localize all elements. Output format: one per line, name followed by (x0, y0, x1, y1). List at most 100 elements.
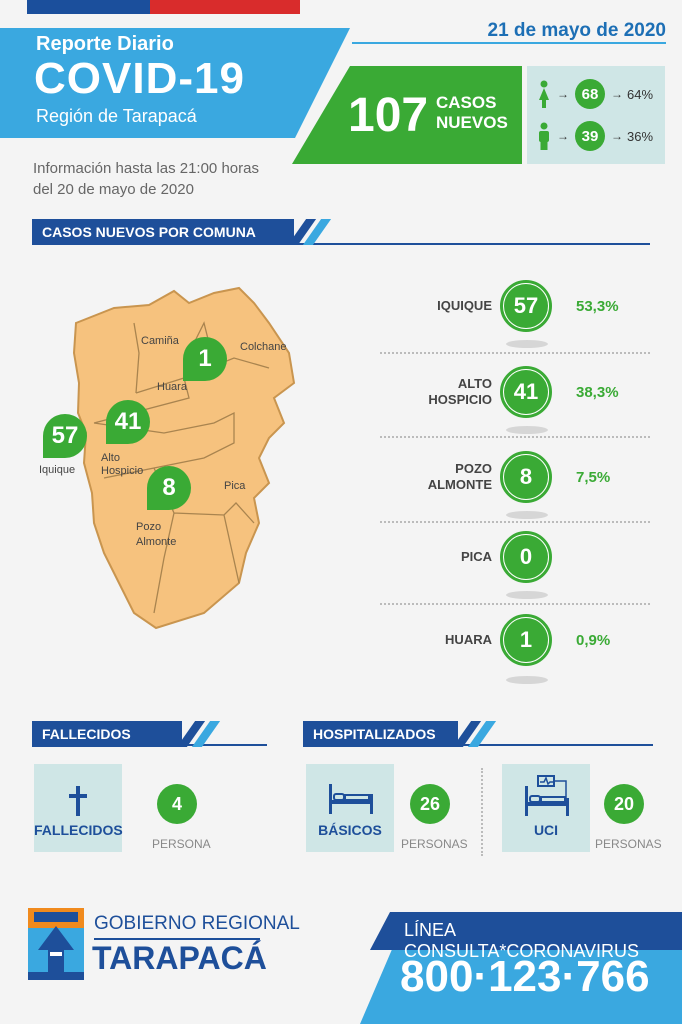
comuna-pct: 0,9% (576, 631, 611, 649)
report-region: Región de Tarapacá (36, 106, 197, 126)
female-icon (537, 80, 551, 108)
comuna-row-huara: HUARA 1 0,9% (380, 610, 650, 684)
circle-shadow (506, 511, 548, 519)
new-cases-label: CASOS NUEVOS (436, 93, 508, 133)
comuna-name-line-2: HOSPICIO (428, 392, 492, 407)
report-subtitle: Reporte Diario (36, 33, 174, 55)
hotline-label: LÍNEA CONSULTA*CORONAVIRUS (404, 920, 640, 961)
comuna-name-line-2: ALMONTE (427, 477, 492, 492)
male-pct: 36% (627, 128, 654, 144)
hospital-divider (481, 768, 483, 856)
circle-shadow (506, 426, 548, 434)
comuna-name-line-1: POZO (455, 461, 492, 476)
basicos-unit: PERSONAS (401, 837, 468, 851)
comuna-name: PICA (461, 527, 492, 587)
row-separator (380, 436, 650, 438)
circle-shadow (506, 340, 548, 348)
fallecidos-card: FALLECIDOS (34, 764, 123, 852)
circle-shadow (506, 591, 548, 599)
male-count: 39 (575, 121, 605, 151)
comuna-count: 0 (504, 535, 548, 579)
map-pin-pozo-almonte: 8 (147, 466, 191, 510)
map-pin-iquique: 57 (43, 414, 87, 458)
uci-card: UCI (502, 764, 590, 852)
map-label-camina: Camiña (141, 335, 179, 347)
comuna-row-pozo-almonte: POZO ALMONTE 8 7,5% (380, 447, 650, 523)
map-label-alto: Alto (101, 452, 120, 464)
gobierno-line-1: GOBIERNO REGIONAL (94, 913, 300, 934)
basicos-card: BÁSICOS (306, 764, 394, 852)
flag-blue-stripe (27, 0, 150, 14)
comuna-name: ALTO HOSPICIO (428, 362, 492, 422)
arrow-icon: → (611, 129, 623, 143)
footer-banner-top (370, 912, 682, 950)
info-text: Información hasta las 21:00 horas del 20… (33, 158, 293, 200)
map-label-pica: Pica (224, 480, 246, 492)
comuna-name: POZO ALMONTE (428, 447, 492, 507)
comuna-name-line-1: HUARA (445, 632, 492, 647)
arrow-icon: → (557, 129, 569, 143)
hospital-bed-icon (329, 784, 373, 814)
comuna-pct: 38,3% (576, 383, 619, 401)
circle-shadow (506, 676, 548, 684)
map-pin-alto-hospicio: 41 (106, 400, 150, 444)
basicos-count: 26 (410, 784, 450, 824)
map-label-pozo: Pozo (136, 521, 162, 533)
arrow-icon: → (611, 87, 623, 101)
comuna-count: 1 (504, 618, 548, 662)
map-label-almonte: Almonte (136, 536, 177, 548)
map-label-iquique: Iquique (39, 464, 76, 476)
comuna-name-line-1: IQUIQUE (437, 298, 492, 313)
gender-row-male: → 39 → 36% (527, 116, 665, 156)
new-cases-number: 107 (348, 89, 429, 142)
uci-count: 20 (604, 784, 644, 824)
report-date: 21 de mayo de 2020 (487, 20, 667, 41)
comuna-row-alto-hospicio: ALTO HOSPICIO 41 38,3% (380, 362, 650, 438)
gobierno-divider (94, 938, 260, 940)
comuna-count: 41 (504, 370, 548, 414)
section-fallecidos-header: FALLECIDOS (32, 721, 182, 747)
fallecidos-card-label: FALLECIDOS (34, 822, 123, 838)
section-comuna-line (32, 243, 650, 245)
uci-card-label: UCI (533, 822, 559, 838)
comuna-pct: 7,5% (576, 468, 611, 486)
female-pct: 64% (627, 86, 654, 102)
hotline-number[interactable]: 800·123·766 (400, 952, 650, 1001)
gender-breakdown: → 68 → 64% → 39 → 36% (527, 66, 665, 164)
flag-red-stripe (150, 0, 300, 14)
comuna-name-line-1: PICA (460, 549, 492, 564)
map-label-colchane: Colchane (240, 341, 287, 353)
basicos-card-label: BÁSICOS (318, 822, 382, 838)
info-line-2: del 20 de mayo de 2020 (33, 181, 194, 198)
new-cases-label-2: NUEVOS (436, 113, 508, 132)
map-pin-huara: 1 (183, 337, 227, 381)
female-count: 68 (575, 79, 605, 109)
uci-unit: PERSONAS (595, 837, 662, 851)
fallecidos-count: 4 (157, 784, 197, 824)
comuna-name: IQUIQUE (437, 276, 492, 336)
new-cases-label-1: CASOS (436, 93, 497, 112)
date-underline (352, 42, 666, 44)
header-banner (0, 28, 350, 138)
map-label-hospicio: Hospicio (101, 465, 144, 477)
region-map (72, 286, 296, 630)
row-separator (380, 603, 650, 605)
comuna-count: 57 (504, 284, 548, 328)
gender-row-female: → 68 → 64% (527, 74, 665, 114)
report-title: COVID-19 (34, 54, 245, 103)
comuna-name: HUARA (445, 610, 492, 670)
section-hospitalizados-header: HOSPITALIZADOS (303, 721, 458, 747)
arrow-icon: → (557, 87, 569, 101)
male-icon (537, 122, 551, 150)
row-separator (380, 521, 650, 523)
icu-bed-icon (525, 775, 569, 816)
comuna-name-line-1: ALTO (457, 376, 492, 391)
comuna-pct: 53,3% (576, 297, 619, 315)
map-label-huara: Huara (157, 381, 187, 393)
gobierno-line-2: TARAPACÁ (92, 940, 267, 976)
comuna-row-iquique: IQUIQUE 57 53,3% (380, 276, 650, 354)
comuna-row-pica: PICA 0 (380, 527, 650, 605)
comuna-count: 8 (504, 455, 548, 499)
map-label-pozo-almonte: Pozo Almonte (136, 520, 176, 550)
info-line-1: Información hasta las 21:00 horas (33, 160, 259, 177)
